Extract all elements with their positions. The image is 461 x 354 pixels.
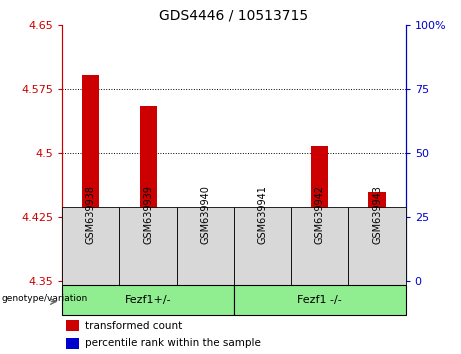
Bar xyxy=(234,207,291,285)
Bar xyxy=(177,207,234,285)
Bar xyxy=(82,75,100,281)
Text: percentile rank within the sample: percentile rank within the sample xyxy=(84,338,260,348)
Text: GSM639943: GSM639943 xyxy=(372,185,382,245)
Bar xyxy=(65,320,79,331)
Text: Fezf1+/-: Fezf1+/- xyxy=(125,295,171,305)
Bar xyxy=(197,234,214,281)
Text: genotype/variation: genotype/variation xyxy=(1,294,88,303)
Title: GDS4446 / 10513715: GDS4446 / 10513715 xyxy=(160,8,308,22)
Text: Fezf1 -/-: Fezf1 -/- xyxy=(297,295,342,305)
Point xyxy=(373,212,381,217)
Text: GSM639942: GSM639942 xyxy=(315,185,325,245)
Bar xyxy=(140,106,157,281)
Point xyxy=(87,212,95,217)
Text: GSM639938: GSM639938 xyxy=(86,185,96,245)
Bar xyxy=(254,260,271,281)
Text: transformed count: transformed count xyxy=(84,321,182,331)
Bar xyxy=(62,207,119,285)
Bar xyxy=(311,146,328,281)
Bar xyxy=(62,285,234,315)
Text: GSM639941: GSM639941 xyxy=(258,185,267,245)
Text: GSM639939: GSM639939 xyxy=(143,185,153,245)
Point xyxy=(144,212,152,217)
Text: GSM639940: GSM639940 xyxy=(201,185,210,245)
Point xyxy=(316,212,324,217)
Point xyxy=(201,209,209,215)
Bar xyxy=(291,207,349,285)
Bar xyxy=(349,207,406,285)
Bar xyxy=(65,338,79,349)
Bar xyxy=(234,285,406,315)
Bar xyxy=(119,207,177,285)
Point xyxy=(259,219,266,225)
Bar xyxy=(368,192,386,281)
